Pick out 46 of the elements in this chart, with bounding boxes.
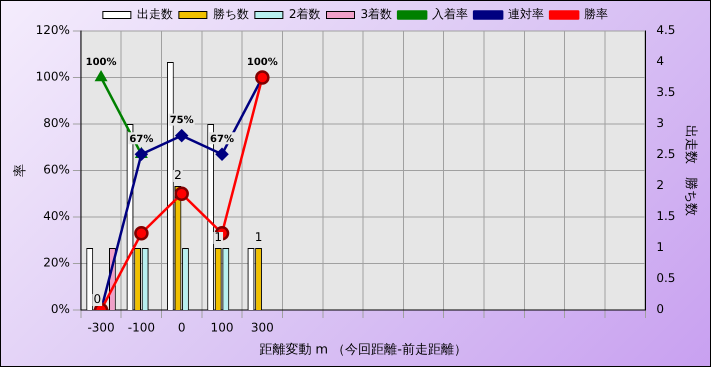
x-tick-label: -100 bbox=[128, 320, 155, 334]
y-tick-label: 0% bbox=[50, 302, 70, 316]
legend-label: 出走数 bbox=[136, 7, 173, 22]
y2-tick-label: 3 bbox=[656, 116, 664, 130]
y-tick-label: 40% bbox=[43, 209, 70, 224]
data-label: 0 bbox=[93, 292, 102, 306]
x-tick-label: 0 bbox=[178, 320, 186, 334]
y-tick-label: 60% bbox=[43, 162, 70, 177]
y-tick-label: 120% bbox=[36, 23, 70, 38]
data-label: 1 bbox=[214, 230, 222, 244]
y-axis-title: 率 bbox=[12, 164, 28, 177]
y-tick-label: 20% bbox=[43, 256, 70, 270]
legend-label: 入着率 bbox=[432, 7, 468, 22]
legend-label: 勝ち数 bbox=[212, 7, 249, 22]
x-tick-label: -300 bbox=[87, 320, 115, 334]
legend-label: 連対率 bbox=[508, 7, 544, 22]
legend-label: 2着数 bbox=[288, 7, 321, 22]
point bbox=[135, 148, 148, 160]
legend-label: 勝率 bbox=[584, 7, 608, 22]
data-label: 1 bbox=[254, 230, 262, 244]
y2-tick-label: 0.5 bbox=[656, 271, 676, 286]
data-label: 100% bbox=[86, 57, 117, 68]
y-tick-label: 100% bbox=[36, 70, 70, 84]
data-label: 75% bbox=[170, 115, 194, 126]
data-label: 67% bbox=[129, 134, 154, 145]
data-label: 67% bbox=[210, 134, 234, 145]
y2-tick-label: 2 bbox=[656, 178, 664, 192]
x-tick-label: 100 bbox=[210, 320, 234, 334]
x-tick-label: 300 bbox=[250, 320, 274, 334]
point bbox=[174, 186, 189, 201]
legend-label: 3着数 bbox=[360, 7, 392, 22]
y2-tick-label: 3.5 bbox=[656, 85, 676, 100]
x-axis-title: 距離変動 m （今回距離-前走距離） bbox=[259, 342, 467, 358]
y2-tick-label: 2.5 bbox=[656, 147, 676, 162]
point bbox=[216, 148, 228, 160]
point bbox=[175, 129, 188, 142]
y2-tick-label: 4.5 bbox=[656, 23, 676, 38]
y2-tick-label: 1.5 bbox=[656, 209, 676, 224]
data-label: 100% bbox=[246, 57, 278, 68]
point bbox=[134, 226, 149, 241]
data-label: 2 bbox=[174, 168, 182, 182]
y2-axis-title: 出走数 勝ち数 bbox=[682, 125, 698, 216]
y2-tick-label: 0 bbox=[656, 302, 664, 316]
y2-tick-label: 1 bbox=[656, 240, 664, 254]
y2-tick-label: 4 bbox=[656, 54, 664, 68]
y-tick-label: 80% bbox=[43, 116, 70, 130]
